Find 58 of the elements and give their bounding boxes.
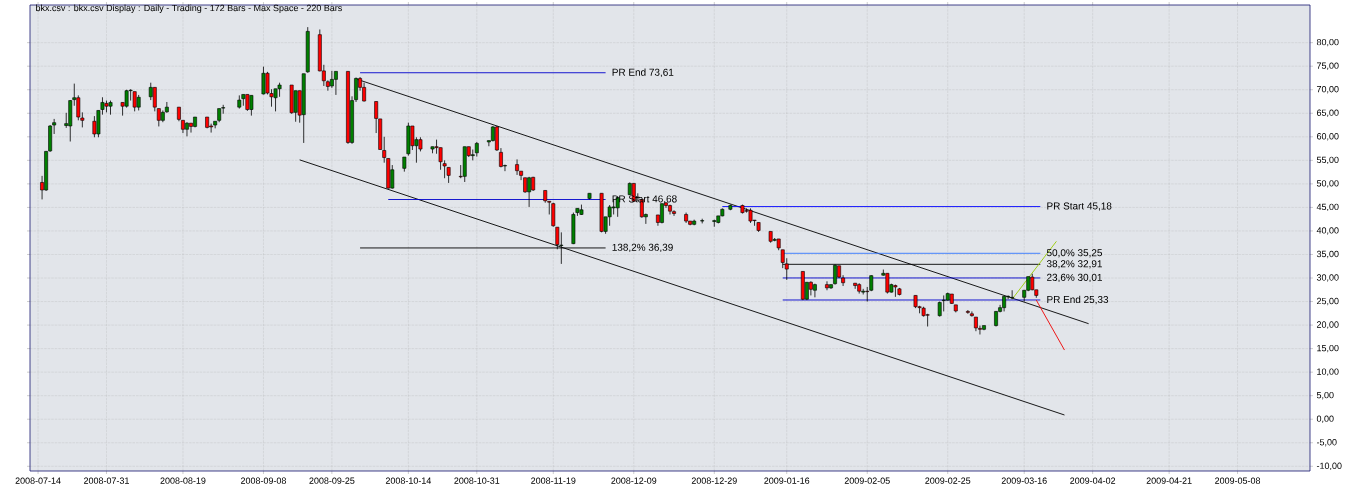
- candlestick: [334, 70, 338, 96]
- x-tick-label: 2009-05-08: [1215, 477, 1261, 484]
- candlestick: [185, 121, 189, 137]
- candlestick: [672, 209, 676, 217]
- x-tick-label: 2008-12-29: [691, 477, 737, 484]
- y-tick-label: -5,00: [1316, 439, 1337, 447]
- candlestick: [132, 91, 137, 112]
- annotation: PR Start 45,18: [1047, 202, 1112, 211]
- y-tick-label: 35,00: [1316, 250, 1339, 259]
- candlestick: [515, 159, 519, 176]
- x-tick-label: 2008-10-31: [454, 477, 500, 484]
- y-tick-label: 65,00: [1316, 109, 1339, 117]
- x-tick-label: 2009-02-25: [925, 477, 971, 484]
- x-tick-label: 2008-10-14: [385, 477, 432, 484]
- candlestick: [965, 309, 970, 315]
- candlestick: [152, 86, 157, 112]
- y-tick-label: 30,00: [1316, 274, 1339, 282]
- y-tick-label: 0,00: [1316, 415, 1334, 423]
- chart-title: bkx.csv : bkx.csv Display : Daily - Trading - 172 Bars - Max Space - 220 Bars: [36, 4, 342, 13]
- x-tick-label: 2009-01-16: [764, 477, 810, 484]
- annotation: PR End 73,61: [612, 68, 674, 77]
- annotation: 50,0% 35,25: [1046, 249, 1103, 258]
- y-tick-label: 50,00: [1316, 180, 1339, 188]
- y-tick-label: 10,00: [1317, 368, 1339, 376]
- y-tick-label: 25,00: [1316, 297, 1339, 306]
- candlestick: [249, 94, 254, 117]
- y-tick-label: 15,00: [1317, 344, 1339, 353]
- candlestick: [1010, 289, 1015, 300]
- x-tick-label: 2008-07-14: [15, 477, 61, 484]
- y-tick-label: 45,00: [1316, 203, 1339, 212]
- y-tick-label: 70,00: [1316, 86, 1339, 94]
- x-tick-label: 2008-07-31: [84, 477, 129, 484]
- annotation: 138,2% 36,39: [612, 243, 673, 253]
- y-tick-label: 80,00: [1316, 38, 1339, 47]
- x-tick-label: 2008-12-09: [611, 477, 657, 484]
- y-tick-label: -10,00: [1316, 462, 1342, 470]
- x-tick-label: 2009-04-21: [1146, 477, 1192, 484]
- candlestick: [808, 280, 813, 296]
- candlestick: [813, 283, 817, 298]
- y-tick-label: 20,00: [1316, 321, 1339, 329]
- x-tick-label: 2008-08-19: [160, 477, 206, 484]
- x-tick-label: 2009-02-05: [844, 477, 890, 484]
- annotation: 23,6% 30,01: [1047, 273, 1102, 283]
- annotation: PR End 25,33: [1047, 295, 1109, 305]
- y-tick-label: 5,00: [1316, 391, 1334, 400]
- y-tick-label: 60,00: [1316, 133, 1339, 141]
- x-tick-label: 2008-11-19: [531, 477, 576, 484]
- candlestick: [825, 280, 829, 291]
- x-tick-label: 2008-09-25: [309, 477, 355, 484]
- y-tick-label: 75,00: [1316, 62, 1339, 70]
- candlestick: [941, 295, 946, 312]
- x-tick-label: 2008-09-08: [240, 477, 286, 484]
- candlestick: [495, 125, 499, 152]
- annotation: 38,2% 32,91: [1046, 260, 1102, 269]
- y-tick-label: 40,00: [1316, 227, 1339, 235]
- x-tick-label: 2009-03-16: [1001, 477, 1047, 484]
- y-tick-label: 55,00: [1316, 156, 1339, 165]
- x-tick-label: 2009-04-02: [1070, 477, 1116, 484]
